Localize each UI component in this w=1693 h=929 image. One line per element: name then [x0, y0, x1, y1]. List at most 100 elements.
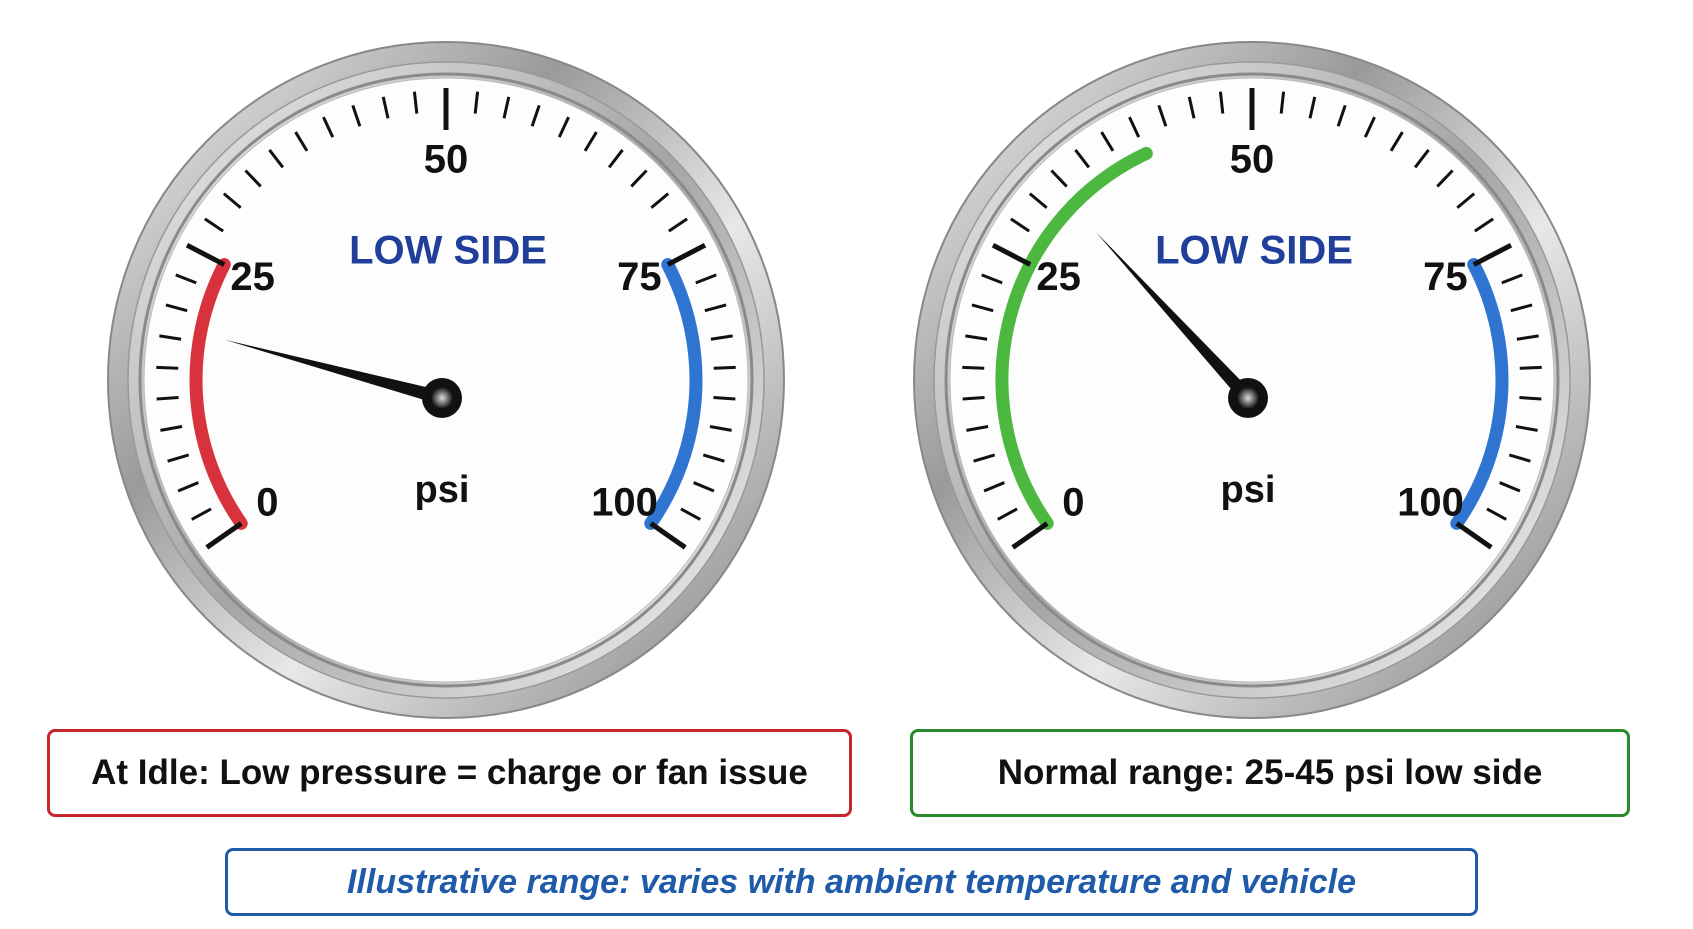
tick-label: 100 — [591, 481, 658, 525]
minor-tick — [709, 425, 732, 432]
minor-tick — [1510, 303, 1533, 313]
minor-tick — [997, 507, 1018, 521]
minor-tick — [222, 192, 242, 209]
minor-tick — [1050, 169, 1068, 188]
minor-tick — [965, 334, 988, 341]
needle-cap — [431, 387, 453, 409]
minor-tick — [1010, 217, 1030, 233]
unit-label: psi — [1221, 469, 1276, 511]
tick-label: 0 — [1062, 481, 1084, 525]
minor-tick — [983, 481, 1005, 493]
minor-tick — [160, 425, 183, 432]
bezel-ring — [138, 72, 754, 688]
minor-tick — [966, 425, 989, 432]
minor-tick — [159, 334, 182, 341]
range-band — [1450, 258, 1509, 530]
footnote: Illustrative range: varies with ambient … — [225, 848, 1478, 916]
minor-tick — [156, 396, 179, 401]
minor-tick — [583, 131, 598, 152]
minor-tick — [1474, 217, 1494, 233]
minor-tick — [294, 131, 309, 152]
minor-tick — [630, 169, 648, 188]
minor-tick — [702, 453, 725, 463]
minor-tick — [1279, 91, 1286, 114]
minor-tick — [680, 507, 701, 521]
gauge-title: LOW SIDE — [349, 229, 547, 273]
minor-tick — [971, 303, 994, 313]
tick-label: 25 — [1036, 255, 1081, 299]
minor-tick — [1363, 116, 1376, 138]
minor-tick — [973, 453, 996, 463]
minor-tick — [962, 396, 985, 401]
minor-tick — [381, 96, 390, 119]
minor-tick — [1436, 169, 1454, 188]
minor-tick — [607, 149, 624, 169]
minor-tick — [1389, 131, 1404, 152]
minor-tick — [1519, 365, 1542, 370]
minor-tick — [1501, 273, 1523, 285]
tick-label: 50 — [1230, 138, 1275, 182]
gauge-title: LOW SIDE — [1155, 229, 1353, 273]
minor-tick — [1516, 334, 1539, 341]
minor-tick — [710, 334, 733, 341]
minor-tick — [244, 169, 262, 188]
major-tick — [185, 242, 226, 267]
minor-tick — [191, 507, 212, 521]
bezel-ring — [944, 72, 1560, 688]
major-tick — [649, 521, 687, 550]
minor-tick — [713, 396, 736, 401]
minor-tick — [412, 91, 419, 114]
tick-label: 50 — [424, 138, 469, 182]
minor-tick — [1100, 131, 1115, 152]
minor-tick — [1499, 481, 1521, 493]
minor-tick — [1128, 116, 1141, 138]
minor-tick — [351, 104, 362, 127]
minor-tick — [1519, 396, 1542, 401]
minor-tick — [695, 273, 717, 285]
major-tick — [1472, 242, 1513, 267]
caption: At Idle: Low pressure = charge or fan is… — [47, 729, 852, 817]
minor-tick — [177, 481, 199, 493]
minor-tick — [268, 149, 285, 169]
minor-tick — [704, 303, 727, 313]
major-tick — [991, 242, 1032, 267]
minor-tick — [1218, 91, 1225, 114]
range-band — [995, 146, 1153, 530]
minor-tick — [473, 91, 480, 114]
minor-tick — [962, 365, 985, 370]
minor-tick — [165, 303, 188, 313]
major-tick — [1455, 521, 1493, 550]
minor-tick — [175, 273, 197, 285]
minor-tick — [204, 217, 224, 233]
minor-tick — [1336, 104, 1347, 127]
minor-tick — [557, 116, 570, 138]
tick-label: 25 — [230, 255, 275, 299]
tick-label: 0 — [256, 481, 278, 525]
minor-tick — [1308, 96, 1317, 119]
unit-label: psi — [415, 469, 470, 511]
tick-label: 75 — [617, 255, 662, 299]
tick-label: 100 — [1397, 481, 1464, 525]
range-band — [189, 258, 248, 530]
minor-tick — [1508, 453, 1531, 463]
major-tick — [666, 242, 707, 267]
major-tick — [1011, 521, 1049, 550]
range-band — [644, 258, 703, 530]
minor-tick — [693, 481, 715, 493]
minor-tick — [650, 192, 670, 209]
minor-tick — [1515, 425, 1538, 432]
minor-tick — [981, 273, 1003, 285]
minor-tick — [1028, 192, 1048, 209]
minor-tick — [1187, 96, 1196, 119]
minor-tick — [1157, 104, 1168, 127]
minor-tick — [1486, 507, 1507, 521]
minor-tick — [1413, 149, 1430, 169]
caption: Normal range: 25-45 psi low side — [910, 729, 1630, 817]
tick-label: 75 — [1423, 255, 1468, 299]
needle — [224, 339, 444, 405]
major-tick — [205, 521, 243, 550]
minor-tick — [1074, 149, 1091, 169]
minor-tick — [1456, 192, 1476, 209]
